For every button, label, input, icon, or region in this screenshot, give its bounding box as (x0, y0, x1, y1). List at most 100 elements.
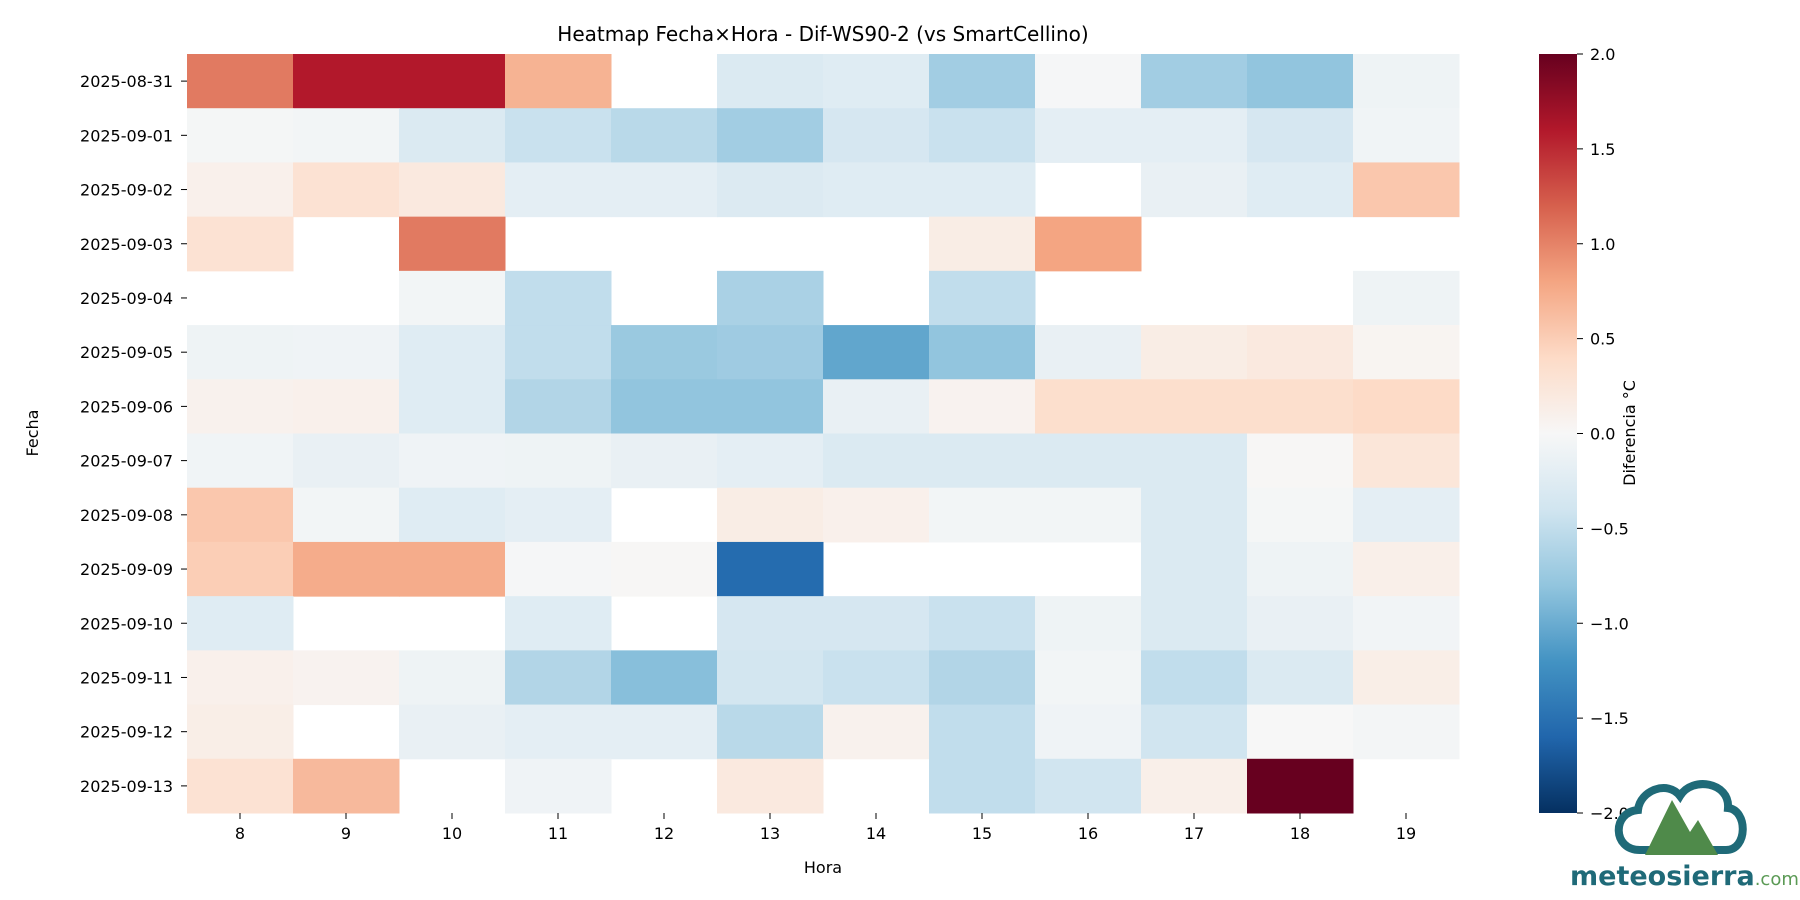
heatmap-cell (1035, 758, 1142, 814)
heatmap-cell (187, 758, 294, 814)
y-tick-label: 2025-09-05 (80, 343, 173, 362)
y-tick-label: 2025-09-07 (80, 452, 173, 471)
y-tick-label: 2025-09-09 (80, 560, 173, 579)
heatmap-cell (1247, 162, 1354, 218)
heatmap-cell (505, 596, 612, 651)
x-tick-label: 9 (341, 824, 351, 843)
x-tick-label: 13 (760, 824, 780, 843)
heatmap-cell (1035, 379, 1142, 434)
heatmap-cell (1353, 162, 1460, 218)
colorbar-tick-label: 0.5 (1590, 330, 1615, 349)
mountain-icon (1645, 800, 1718, 855)
heatmap-cell (823, 325, 930, 380)
y-tick-label: 2025-08-31 (80, 72, 173, 91)
heatmap-cell (611, 108, 718, 163)
heatmap-cell (1141, 54, 1248, 109)
logo-text: meteosierra.com (1570, 861, 1799, 892)
heatmap-cell (505, 541, 612, 597)
heatmap-cell (929, 379, 1036, 434)
heatmap-cell (505, 487, 612, 543)
x-axis: 8 9 10 11 12 13 14 15 16 17 18 19 (235, 813, 1416, 843)
x-tick-label: 17 (1184, 824, 1204, 843)
heatmap-cell (1141, 108, 1248, 163)
heatmap-cell (1141, 541, 1248, 597)
heatmap-cell (929, 162, 1036, 218)
heatmap-cell (1353, 704, 1460, 760)
heatmap-cell (293, 108, 400, 163)
heatmap-cell (187, 216, 294, 272)
heatmap-cell (611, 704, 718, 760)
x-tick-label: 16 (1078, 824, 1098, 843)
x-tick-label: 11 (548, 824, 568, 843)
cloud-icon (1614, 780, 1747, 854)
heatmap-cell (1353, 541, 1460, 597)
heatmap-cell (717, 596, 824, 651)
heatmap-cell (187, 541, 294, 597)
heatmap-cell (717, 487, 824, 543)
colorbar-tick-label: 0.0 (1590, 425, 1615, 444)
heatmap-cell (717, 108, 824, 163)
heatmap-cell (505, 54, 612, 109)
heatmap-cell (1141, 325, 1248, 380)
heatmap-cell (823, 433, 930, 489)
heatmap-cell (1353, 596, 1460, 651)
heatmap-cell (187, 704, 294, 760)
heatmap-cell (399, 650, 506, 706)
heatmap-cell (399, 54, 506, 109)
heatmap-cell (823, 162, 930, 218)
heatmap-cell (293, 487, 400, 543)
heatmap-cell (823, 704, 930, 760)
heatmap-cell (717, 758, 824, 814)
heatmap-cell (293, 758, 400, 814)
colorbar-tick-label: −0.5 (1590, 519, 1629, 538)
heatmap-cell (187, 433, 294, 489)
heatmap-cell (1247, 379, 1354, 434)
heatmap-cell (929, 54, 1036, 109)
y-tick-label: 2025-09-01 (80, 126, 173, 145)
heatmap-cell (187, 325, 294, 380)
heatmap-cell (1247, 487, 1354, 543)
heatmap-cell (399, 162, 506, 218)
heatmap-cell (399, 704, 506, 760)
heatmap-cell (187, 54, 294, 109)
heatmap-cell (611, 541, 718, 597)
x-tick-label: 12 (654, 824, 674, 843)
heatmap-cell (823, 650, 930, 706)
x-tick-label: 14 (866, 824, 886, 843)
x-tick-label: 15 (972, 824, 992, 843)
heatmap-cell (1035, 650, 1142, 706)
heatmap-cell (505, 758, 612, 814)
x-tick-label: 18 (1290, 824, 1310, 843)
heatmap-cell (717, 325, 824, 380)
heatmap-cell (1353, 433, 1460, 489)
heatmap-cell (505, 704, 612, 760)
heatmap-cell (187, 162, 294, 218)
heatmap-cell (929, 758, 1036, 814)
colorbar-tick-label: 1.5 (1590, 140, 1615, 159)
y-tick-label: 2025-09-06 (80, 397, 173, 416)
colorbar-tick-label: −1.5 (1590, 709, 1629, 728)
heatmap-cell (929, 325, 1036, 380)
heatmap-cell (717, 650, 824, 706)
heatmap-cell (505, 433, 612, 489)
colorbar-tick-label: 2.0 (1590, 45, 1615, 64)
y-axis-label: Fecha (23, 410, 42, 457)
heatmap-cell (1353, 650, 1460, 706)
heatmap-cell (1035, 487, 1142, 543)
heatmap-cell (929, 108, 1036, 163)
heatmap-cell (717, 54, 824, 109)
heatmap-cell (293, 650, 400, 706)
heatmap-cell (929, 216, 1036, 272)
heatmap-cell (1035, 54, 1142, 109)
y-tick-label: 2025-09-08 (80, 506, 173, 525)
heatmap-cell (1141, 162, 1248, 218)
heatmap-cell (929, 704, 1036, 760)
heatmap-cell (717, 270, 824, 326)
heatmap-cell (929, 270, 1036, 326)
heatmap-cell (717, 379, 824, 434)
heatmap-cell (1353, 108, 1460, 163)
heatmap-cell (399, 270, 506, 326)
meteosierra-logo: meteosierra.com (1570, 780, 1799, 892)
heatmap-cell (717, 541, 824, 597)
